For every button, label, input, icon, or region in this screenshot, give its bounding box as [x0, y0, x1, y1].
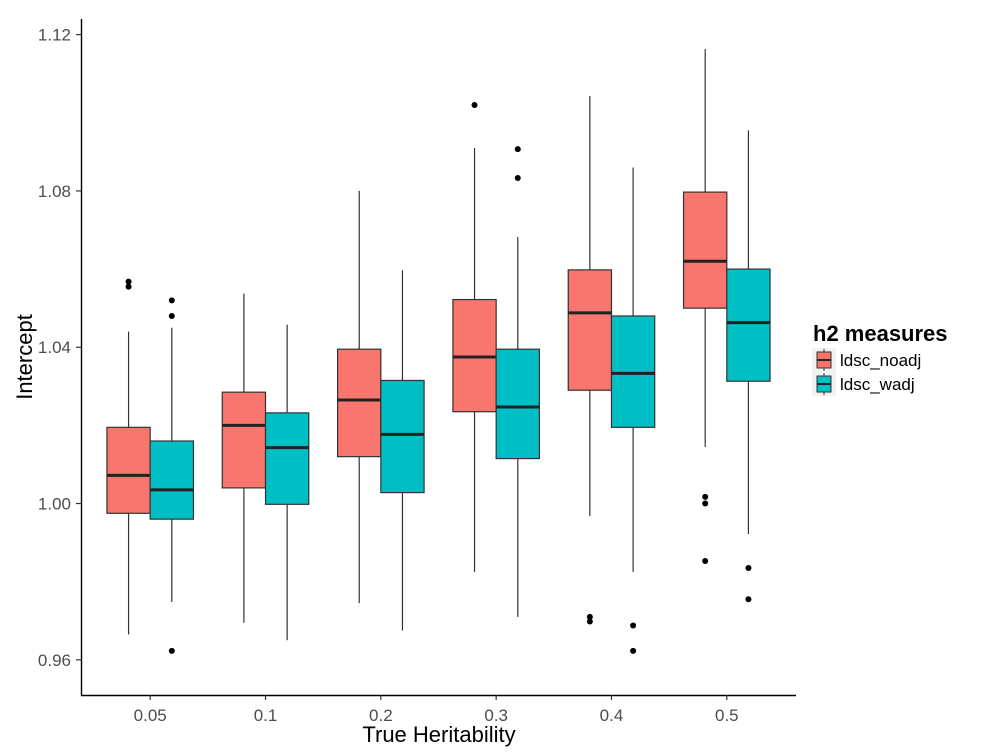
legend-item-ldsc_noadj: ldsc_noadj: [812, 348, 921, 372]
outlier-point: [125, 278, 132, 285]
x-tick-label: 0.4: [600, 706, 624, 725]
outlier-point: [630, 622, 637, 629]
y-tick-label: 1.04: [38, 338, 71, 357]
y-tick-label: 0.96: [38, 651, 71, 670]
legend-label: ldsc_noadj: [840, 351, 921, 370]
box-ldsc_noadj-0.5: [682, 49, 728, 447]
x-tick-label: 0.1: [254, 706, 278, 725]
box-ldsc_wadj-0.4: [610, 167, 656, 572]
box-body: [726, 268, 771, 382]
outlier-point: [586, 618, 593, 625]
outlier-point: [702, 493, 709, 500]
box-ldsc_wadj-0.05: [149, 327, 195, 603]
outlier-point: [745, 596, 752, 603]
y-ticks: 0.96 1.00 1.04 1.08 1.12: [38, 26, 81, 670]
x-tick-label: 0.2: [369, 706, 393, 725]
x-tick-label: 0.05: [134, 706, 167, 725]
boxes-layer: [106, 49, 771, 641]
outlier-point: [586, 613, 593, 620]
box-ldsc_noadj-0.3: [452, 147, 497, 572]
box-body: [336, 348, 382, 458]
outlier-point: [702, 500, 709, 507]
y-tick-label: 1.00: [38, 495, 71, 514]
outlier-point: [514, 175, 521, 182]
box-ldsc_wadj-0.1: [264, 324, 310, 641]
box-ldsc_noadj-0.05: [106, 331, 151, 635]
box-body: [221, 391, 267, 489]
outliers-layer: [125, 101, 752, 654]
outlier-point: [745, 565, 752, 572]
box-body: [567, 269, 613, 391]
outlier-point: [125, 283, 132, 290]
box-body: [682, 191, 728, 309]
x-ticks: 0.05 0.1 0.2 0.3 0.4 0.5: [134, 695, 739, 725]
box-body: [495, 348, 541, 460]
box-body: [610, 315, 656, 428]
y-axis-title: Intercept: [12, 314, 37, 400]
outlier-point: [471, 101, 478, 108]
box-ldsc_wadj-0.5: [726, 130, 771, 535]
box-ldsc_noadj-0.2: [336, 190, 382, 604]
legend-title: h2 measures: [813, 321, 948, 346]
legend-label: ldsc_wadj: [840, 375, 915, 394]
outlier-point: [702, 557, 709, 564]
x-axis-title: True Heritability: [362, 722, 515, 747]
x-tick-label: 0.3: [484, 706, 508, 725]
box-ldsc_noadj-0.4: [567, 95, 613, 517]
legend: h2 measures ldsc_noadj ldsc_wadj: [812, 321, 948, 396]
legend-items: ldsc_noadj ldsc_wadj: [812, 348, 921, 396]
box-body: [264, 412, 310, 505]
box-ldsc_wadj-0.2: [380, 270, 425, 631]
legend-item-ldsc_wadj: ldsc_wadj: [812, 372, 915, 396]
outlier-point: [630, 647, 637, 654]
outlier-point: [168, 312, 175, 319]
outlier-point: [514, 146, 521, 153]
box-body: [106, 426, 151, 514]
plot-area: [106, 49, 771, 654]
y-tick-label: 1.08: [38, 182, 71, 201]
box-body: [149, 440, 195, 520]
x-tick-label: 0.5: [715, 706, 739, 725]
box-body: [380, 379, 425, 494]
outlier-point: [168, 297, 175, 304]
y-tick-label: 1.12: [38, 26, 71, 45]
outlier-point: [168, 647, 175, 654]
box-ldsc_wadj-0.3: [495, 237, 541, 617]
box-ldsc_noadj-0.1: [221, 293, 267, 623]
